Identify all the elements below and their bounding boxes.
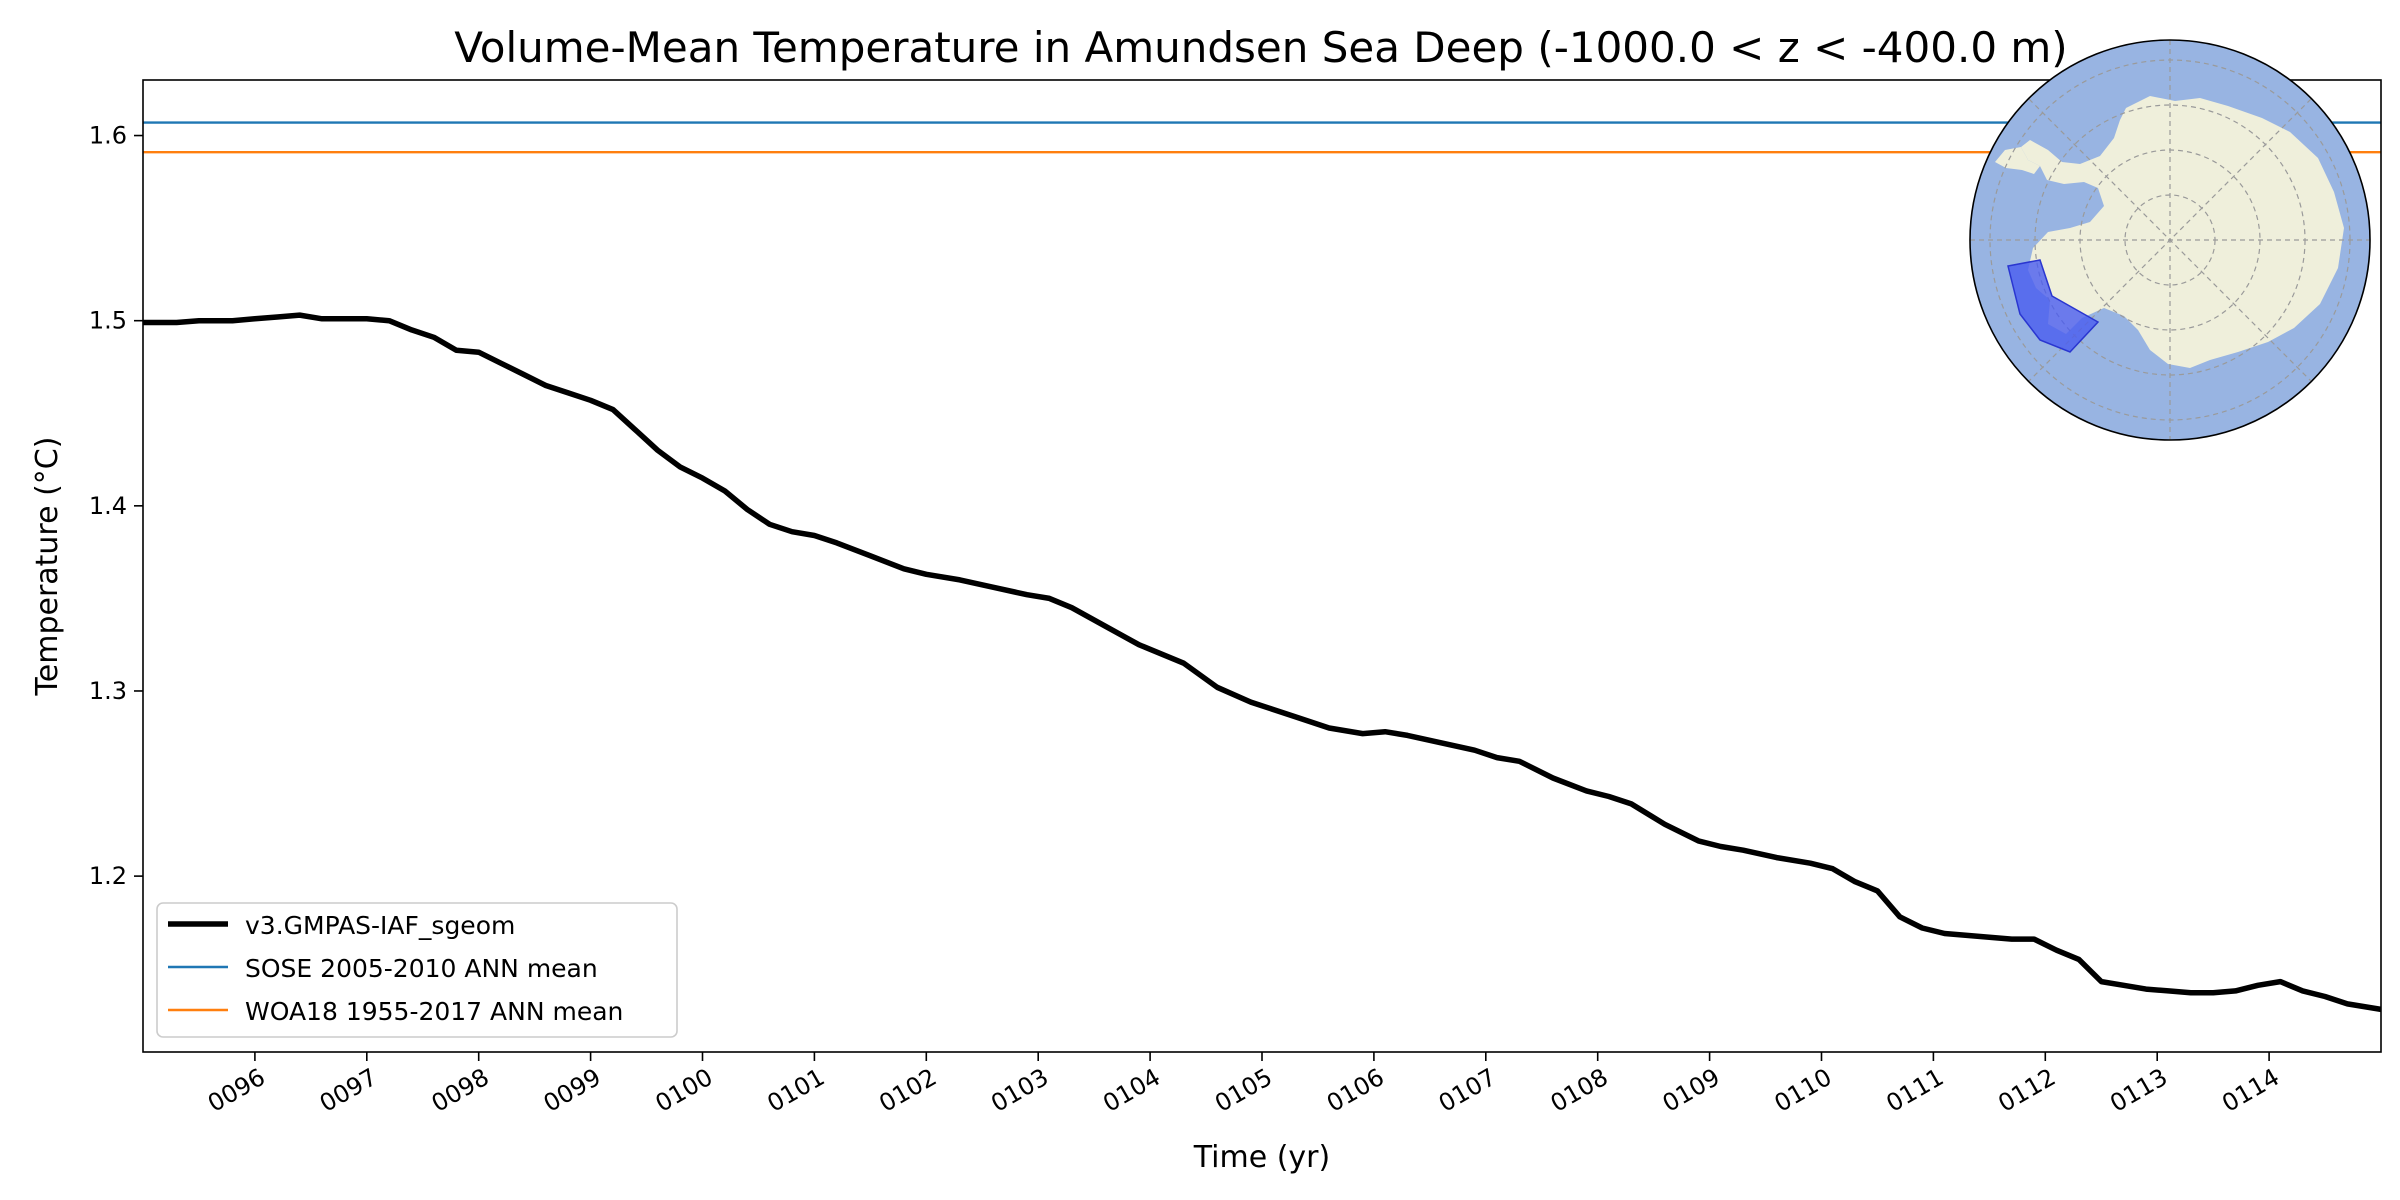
- map-land-group: [1970, 40, 2370, 440]
- main-series: [143, 312, 2382, 1013]
- y-tick-label: 1.4: [89, 492, 127, 520]
- chart-title: Volume-Mean Temperature in Amundsen Sea …: [454, 23, 2067, 72]
- map-border: [1969, 39, 2371, 441]
- y-tick-label: 1.3: [89, 677, 127, 705]
- y-tick-label: 1.6: [89, 122, 127, 150]
- legend: v3.GMPAS-IAF_sgeom SOSE 2005-2010 ANN me…: [156, 902, 678, 1038]
- y-axis-label: Temperature (°C): [30, 437, 65, 697]
- map-antarctic-peninsula: [1995, 147, 2040, 174]
- legend-label-model: v3.GMPAS-IAF_sgeom: [245, 911, 515, 940]
- legend-box: [156, 902, 678, 1038]
- legend-label-sose: SOSE 2005-2010 ANN mean: [245, 954, 598, 983]
- map-antarctica-land: [2021, 96, 2344, 368]
- y-axis-ticks: 1.2 1.3 1.4 1.5 1.6: [89, 122, 143, 890]
- y-tick-label: 1.5: [89, 307, 127, 335]
- legend-label-woa: WOA18 1955-2017 ANN mean: [245, 997, 623, 1026]
- x-axis-label: Time (yr): [1193, 1140, 1330, 1175]
- inset-region-map: [1969, 39, 2371, 441]
- y-tick-label: 1.2: [89, 862, 127, 890]
- map-amundsen-region: [2007, 259, 2100, 353]
- series-line-model: [143, 312, 2382, 1013]
- map-graticule: [1970, 40, 2370, 440]
